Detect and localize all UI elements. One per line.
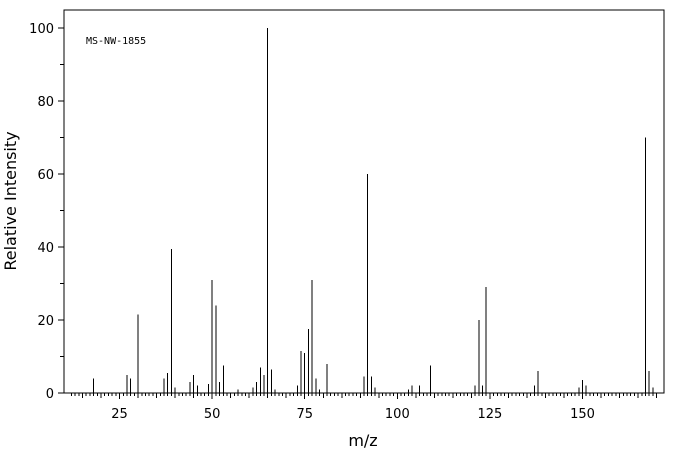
spectrum-peaks xyxy=(93,28,654,393)
x-tick-label: 50 xyxy=(204,407,221,422)
x-tick-label: 25 xyxy=(111,407,128,422)
x-axis-title: m/z xyxy=(348,431,377,450)
x-tick-label: 75 xyxy=(296,407,313,422)
y-tick-label: 40 xyxy=(37,241,54,256)
y-tick-label: 80 xyxy=(37,95,54,110)
x-axis-ticks: 25 50 75 100 125 150 xyxy=(70,393,658,422)
y-axis-ticks: 0 20 40 60 80 100 xyxy=(29,22,64,402)
plot-frame xyxy=(63,9,665,394)
y-tick-label: 20 xyxy=(37,314,54,329)
y-tick-label: 60 xyxy=(37,168,54,183)
x-tick-label: 150 xyxy=(570,407,595,422)
x-tick-label: 125 xyxy=(478,407,503,422)
spectrum-id-label: MS-NW-1855 xyxy=(86,36,146,47)
y-tick-label: 100 xyxy=(29,22,54,37)
y-axis-title: Relative Intensity xyxy=(1,131,20,270)
y-tick-label: 0 xyxy=(46,387,54,402)
x-tick-label: 100 xyxy=(385,407,410,422)
